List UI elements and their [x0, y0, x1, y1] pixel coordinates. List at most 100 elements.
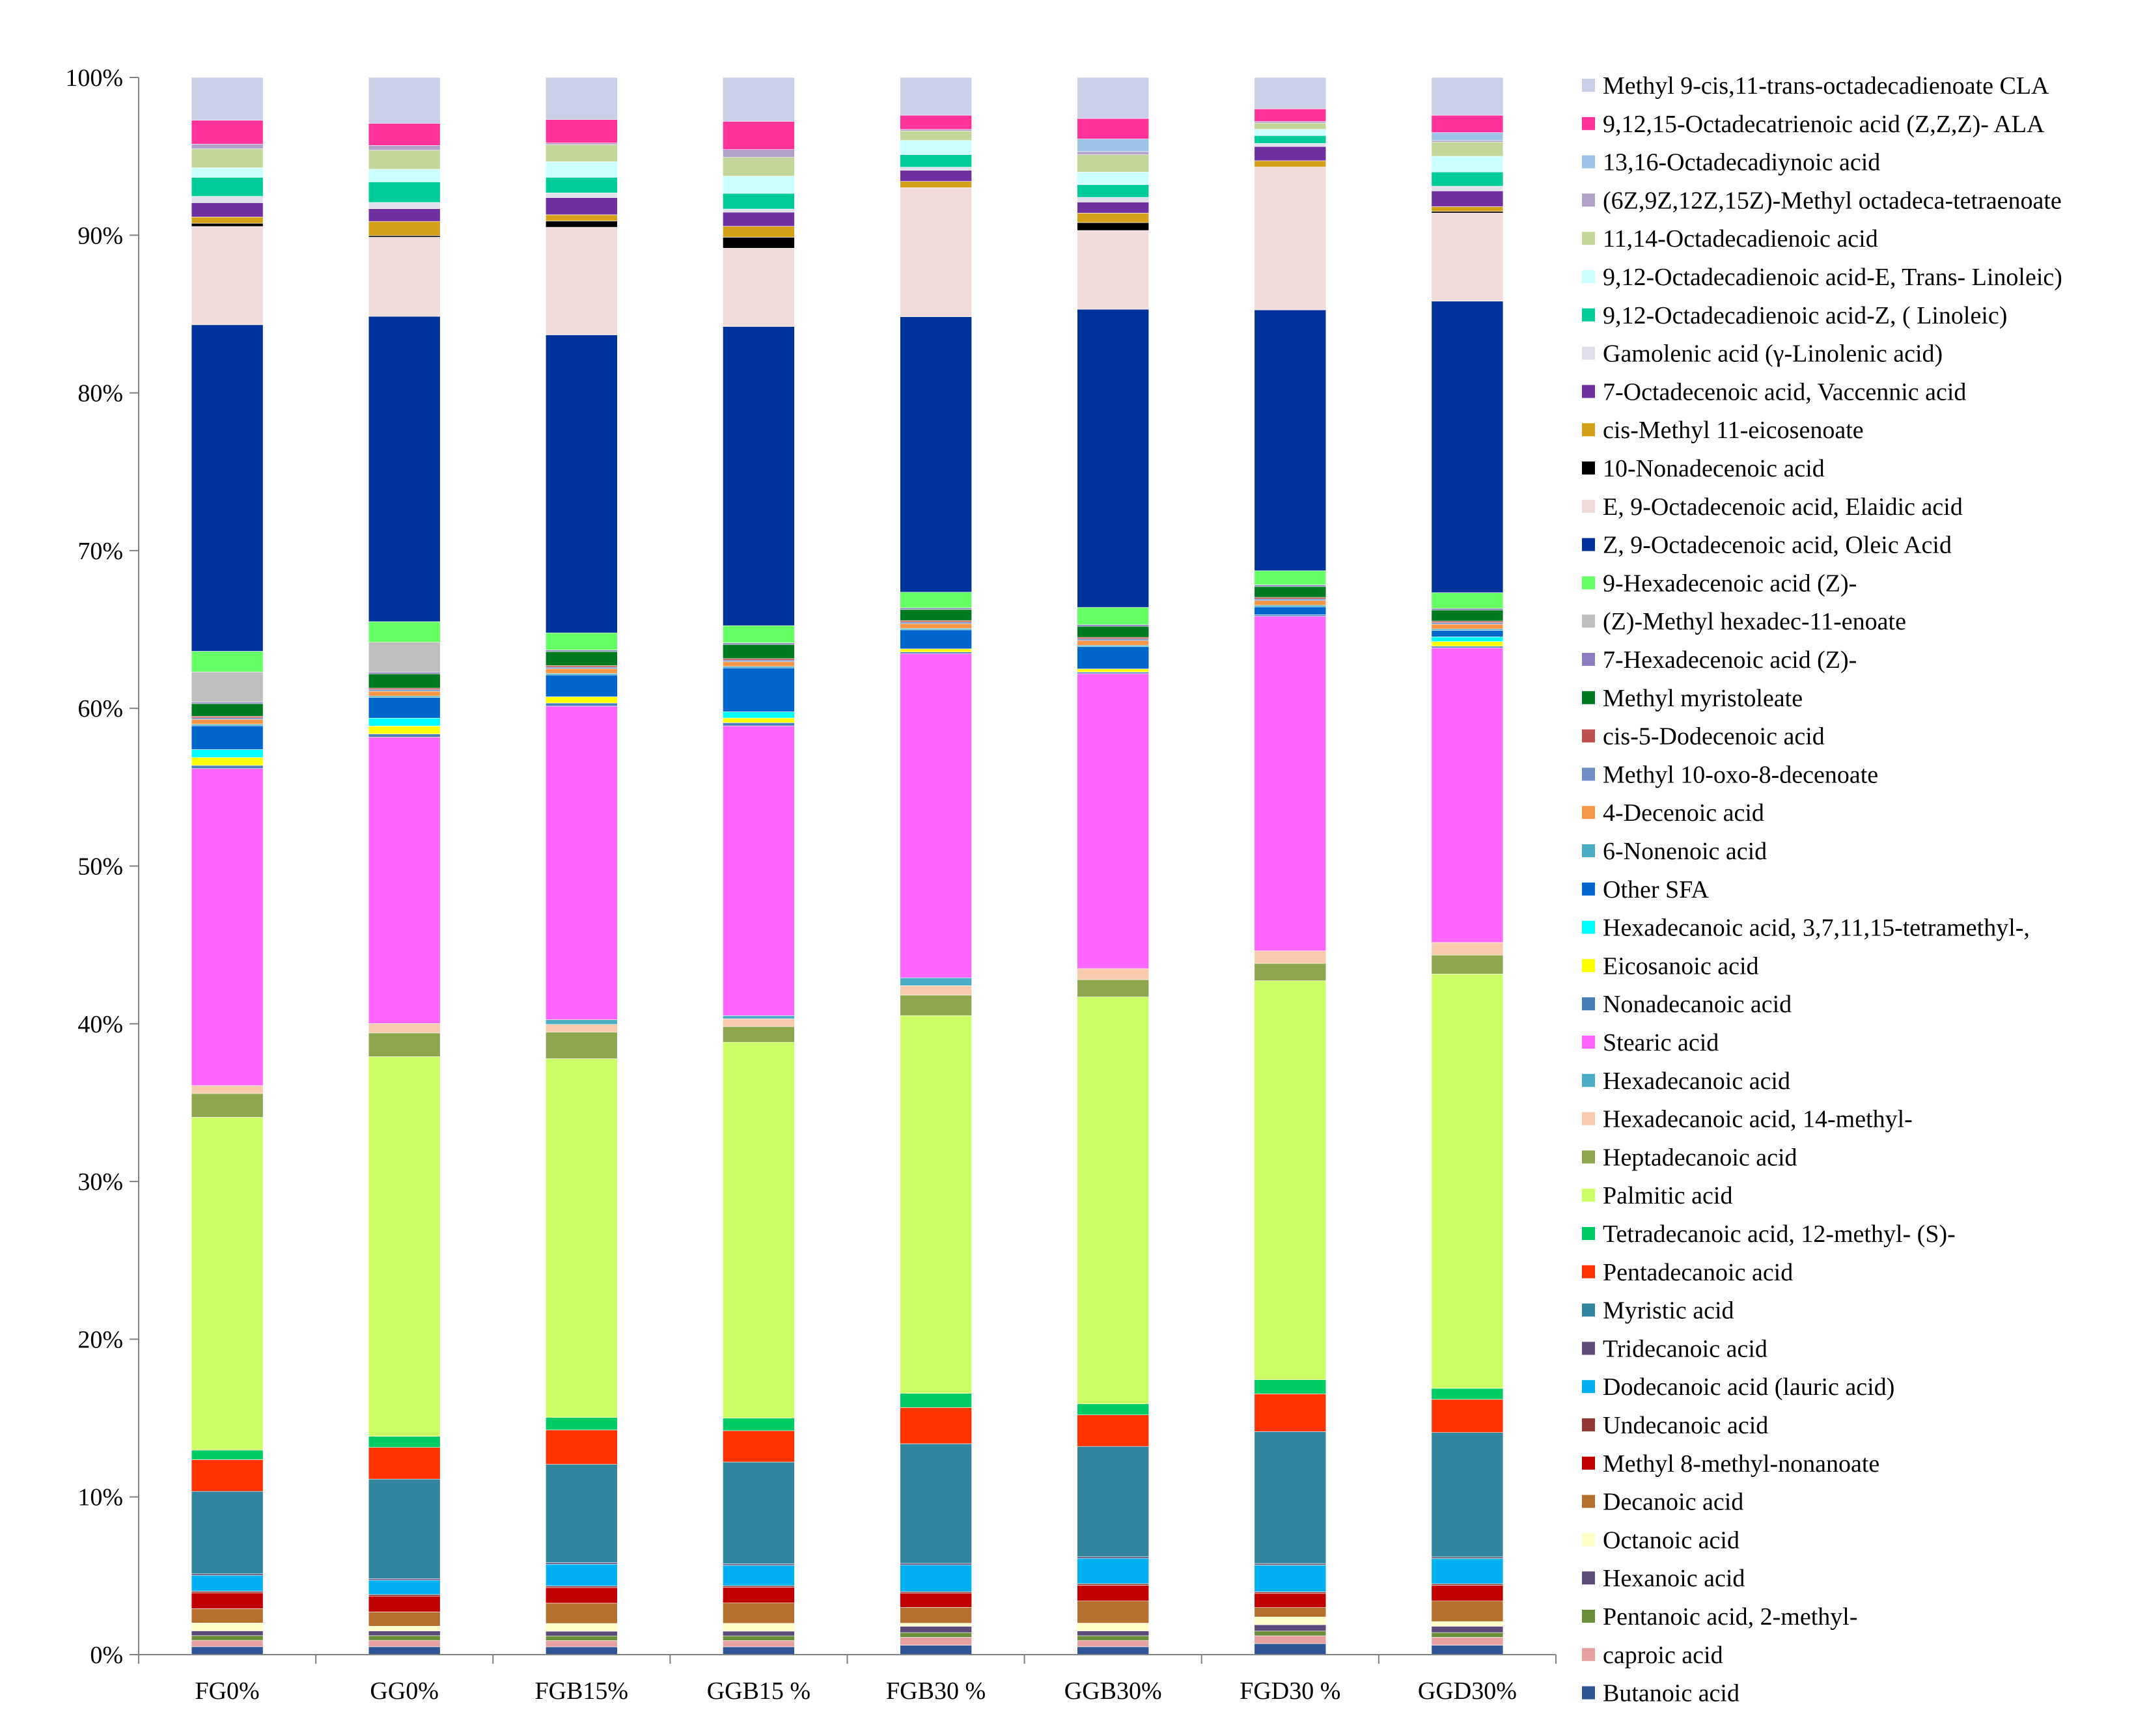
bar-segment [1077, 139, 1149, 152]
bar-segment [191, 1631, 264, 1636]
bar-segment [1254, 1431, 1327, 1564]
bar-segment [1431, 301, 1504, 593]
bar-segment [191, 202, 264, 217]
bar-segment [191, 716, 264, 719]
bar-segment [1254, 1593, 1327, 1608]
bar-segment [723, 642, 795, 645]
bar-segment [191, 1608, 264, 1623]
bar-segment [900, 985, 972, 996]
bar-segment [723, 176, 795, 194]
x-tick-label: FG0% [195, 1677, 259, 1705]
bar-segment [900, 1564, 972, 1592]
bar-segment [191, 1491, 264, 1575]
bar-segment [1254, 1565, 1327, 1592]
legend-item: Butanoic acid [1582, 1680, 1739, 1707]
bar-segment [723, 1646, 795, 1655]
bar-segment [545, 696, 618, 704]
bar-segment [191, 1573, 264, 1576]
x-tick-label: FGB15% [535, 1677, 629, 1705]
bar-segment [723, 1635, 795, 1641]
bar-segment [1431, 1556, 1504, 1559]
legend-swatch [1582, 691, 1595, 704]
bar-segment [1077, 151, 1149, 156]
bar-segment [900, 187, 972, 317]
legend-swatch [1582, 1189, 1595, 1202]
legend-label: Hexadecanoic acid, 14-methyl- [1603, 1106, 1913, 1133]
legend-label: Methyl myristoleate [1603, 685, 1803, 712]
bar-segment [545, 673, 618, 676]
legend-item: Z, 9-Octadecenoic acid, Oleic Acid [1582, 532, 1952, 559]
bar-segment [1431, 1645, 1504, 1655]
legend-label: (Z)-Methyl hexadec-11-enoate [1603, 608, 1906, 635]
bar-segment [545, 1058, 618, 1418]
legend-label: Tetradecanoic acid, 12-methyl- (S)- [1603, 1220, 1956, 1248]
bar-segment [1077, 118, 1149, 139]
bar-segment [1077, 1631, 1149, 1636]
bar-segment [1431, 1621, 1504, 1627]
bar-segment [723, 208, 795, 213]
bar-segment [1254, 606, 1327, 615]
bar-segment [1254, 600, 1327, 606]
bar-segment [368, 1032, 441, 1057]
legend-swatch [1582, 1610, 1595, 1623]
bar-segment [1431, 974, 1504, 1389]
bar-segment [191, 1640, 264, 1647]
bar-segment [191, 671, 264, 702]
bar-segment [368, 202, 441, 210]
bar-segment [368, 1594, 441, 1597]
legend-swatch [1582, 1342, 1595, 1355]
bar-segment [191, 702, 264, 704]
bar-segment [900, 77, 972, 116]
bar-segment [723, 193, 795, 210]
legend-swatch [1582, 806, 1595, 820]
bar-segment [900, 592, 972, 609]
legend-swatch [1582, 270, 1595, 283]
bar-segment [723, 1631, 795, 1636]
bar-segment [1431, 608, 1504, 611]
bar-segment [368, 145, 441, 151]
bar-segment [723, 1564, 795, 1566]
bar-segment [191, 148, 264, 169]
bar-segment [1077, 968, 1149, 980]
bar-segment [900, 653, 972, 978]
bar-segment [1254, 77, 1327, 109]
legend-label: Hexanoic acid [1603, 1565, 1745, 1592]
bar-segment [191, 765, 264, 769]
bar-segment [545, 193, 618, 198]
bar-segment [1254, 143, 1327, 147]
bar-segment [1431, 942, 1504, 956]
legend-label: Hexadecanoic acid, 3,7,11,15-tetramethyl… [1603, 915, 2030, 942]
bar-segment [1077, 640, 1149, 646]
bar-segment [723, 667, 795, 712]
legend-label: 7-Hexadecenoic acid (Z)- [1603, 646, 1857, 674]
bar-segment [723, 1026, 795, 1043]
bar-segment [900, 1623, 972, 1627]
bar-segment [368, 672, 441, 674]
legend-item: Pentanoic acid, 2-methyl- [1582, 1603, 1858, 1631]
bar-segment [1077, 230, 1149, 310]
legend-label: Other SFA [1603, 876, 1709, 903]
bar-segment [545, 161, 618, 178]
legend-item: 6-Nonenoic acid [1582, 838, 1767, 865]
bar-segment [1431, 171, 1504, 187]
legend-swatch [1582, 576, 1595, 590]
bar-segment [1254, 135, 1327, 144]
bar-segment [1077, 1583, 1149, 1586]
legend-swatch [1582, 959, 1595, 972]
bar-segment [1254, 122, 1327, 130]
bar-segment [1431, 132, 1504, 141]
bar-segment [368, 1646, 441, 1655]
bar-segment [545, 221, 618, 228]
bar-segment [545, 1587, 618, 1604]
bar-segment [545, 1464, 618, 1563]
bar-segment [368, 697, 441, 719]
legend-swatch [1582, 1303, 1595, 1317]
bar-segment [900, 1443, 972, 1564]
legend-label: Tridecanoic acid [1603, 1335, 1767, 1362]
legend-label: Methyl 9-cis,11-trans-octadecadienoate C… [1603, 72, 2049, 100]
bar-segment [1077, 672, 1149, 674]
bar-segment [1077, 184, 1149, 198]
legend-item: 9-Hexadecenoic acid (Z)- [1582, 570, 1857, 597]
bar-segment [1254, 614, 1327, 617]
